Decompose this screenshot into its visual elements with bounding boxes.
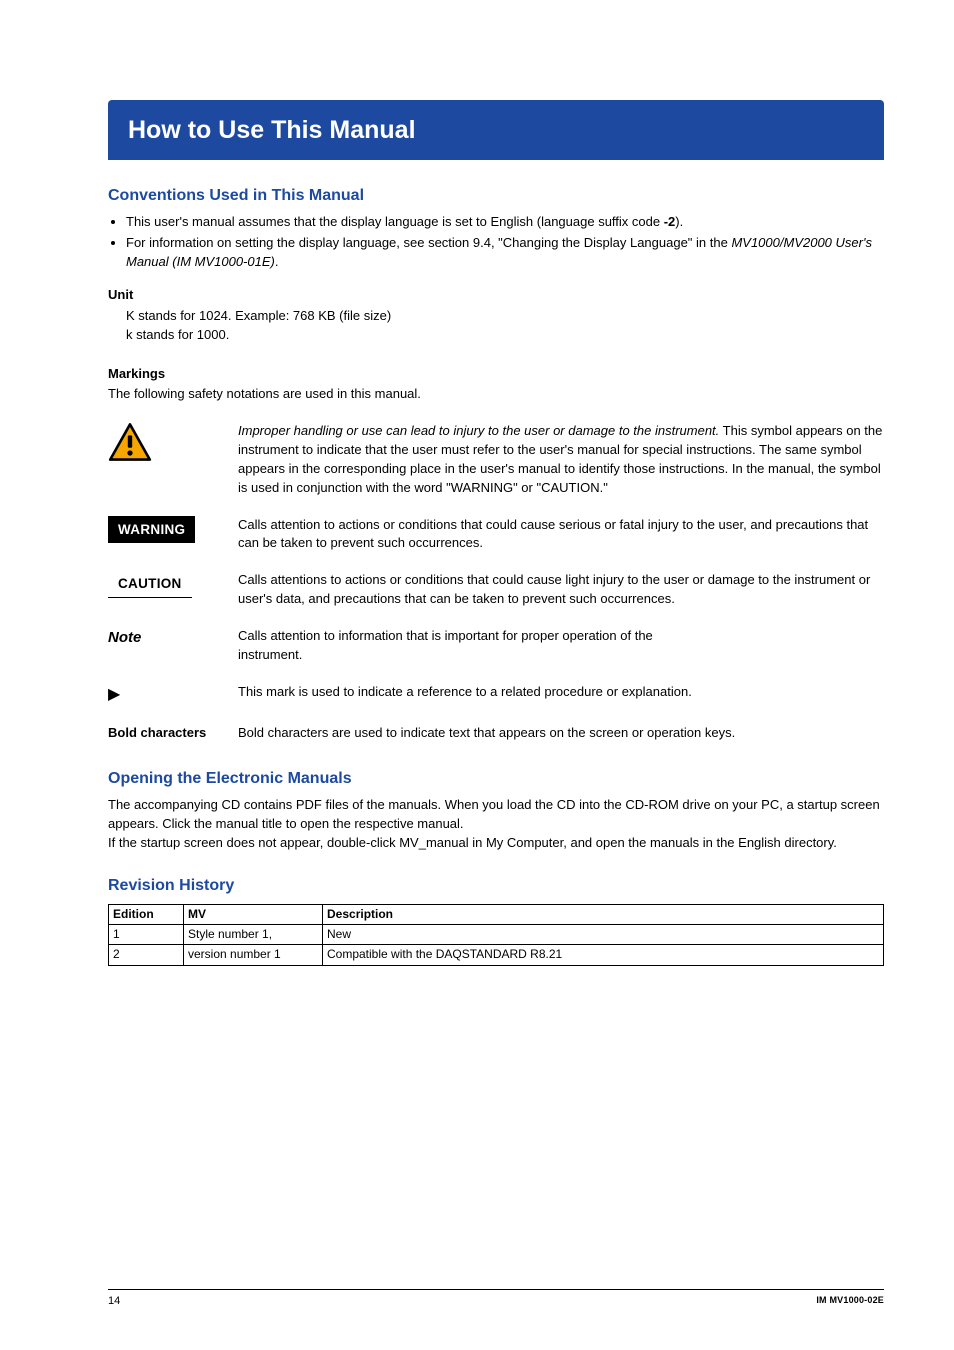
arrow-icon: ▶ [108,683,238,706]
doc-id: IM MV1000-02E [816,1294,884,1310]
table-row: 2 version number 1 Compatible with the D… [109,945,884,965]
hazard-text: Improper handling or use can lead to inj… [238,422,884,497]
table-header-row: Edition MV Description [109,904,884,924]
bullet-2-post: . [275,254,279,269]
unit-line-1: K stands for 1024. Example: 768 KB (file… [126,307,884,326]
caution-label-cell: CAUTION [108,571,238,609]
note-label: Note [108,629,141,646]
bullet-1: This user's manual assumes that the disp… [126,213,884,232]
markings-heading: Markings [108,365,884,384]
warning-label: WARNING [108,516,195,544]
cell-mv: version number 1 [184,945,323,965]
triangle-right-icon: ▶ [108,686,120,703]
caution-text: Calls attentions to actions or condition… [238,571,884,609]
cell-edition: 1 [109,924,184,944]
bullet-1-pre: This user's manual assumes that the disp… [126,214,664,229]
hazard-pre: Improper handling or use can lead to inj… [238,423,719,438]
table-row: 1 Style number 1, New [109,924,884,944]
bullet-1-post: ). [675,214,683,229]
markings-intro: The following safety notations are used … [108,385,884,404]
boldchars-label: Bold characters [108,725,206,740]
bullet-2: For information on setting the display l… [126,234,884,272]
cell-desc: Compatible with the DAQSTANDARD R8.21 [323,945,884,965]
cell-edition: 2 [109,945,184,965]
caution-row: CAUTION Calls attentions to actions or c… [108,571,884,609]
page-title-bar: How to Use This Manual [108,100,884,160]
unit-heading: Unit [108,286,884,305]
unit-line-2: k stands for 1000. [126,326,884,345]
col-description: Description [323,904,884,924]
opening-heading: Opening the Electronic Manuals [108,767,884,790]
boldchars-row: Bold characters Bold characters are used… [108,724,884,743]
note-text: Calls attention to information that is i… [238,627,668,665]
page-number: 14 [108,1294,120,1310]
conventions-bullets: This user's manual assumes that the disp… [108,213,884,272]
cell-desc: New [323,924,884,944]
caution-label: CAUTION [108,571,192,598]
bullet-1-bold: -2 [664,214,676,229]
hazard-icon [108,422,238,497]
arrow-text: This mark is used to indicate a referenc… [238,683,884,706]
col-edition: Edition [109,904,184,924]
opening-p1: The accompanying CD contains PDF files o… [108,796,884,834]
note-row: Note Calls attention to information that… [108,627,884,665]
warning-row: WARNING Calls attention to actions or co… [108,516,884,554]
manual-page: How to Use This Manual Conventions Used … [0,0,954,1350]
revision-table: Edition MV Description 1 Style number 1,… [108,904,884,966]
warning-text: Calls attention to actions or conditions… [238,516,884,554]
hazard-row: Improper handling or use can lead to inj… [108,422,884,497]
opening-p2: If the startup screen does not appear, d… [108,834,884,853]
warning-label-cell: WARNING [108,516,238,554]
note-label-cell: Note [108,627,238,665]
arrow-row: ▶ This mark is used to indicate a refere… [108,683,884,706]
boldchars-text: Bold characters are used to indicate tex… [238,724,884,743]
cell-mv: Style number 1, [184,924,323,944]
revision-heading: Revision History [108,874,884,897]
page-footer: 14 IM MV1000-02E [108,1289,884,1310]
bullet-2-pre: For information on setting the display l… [126,235,731,250]
col-mv: MV [184,904,323,924]
conventions-heading: Conventions Used in This Manual [108,184,884,207]
boldchars-label-cell: Bold characters [108,724,238,743]
